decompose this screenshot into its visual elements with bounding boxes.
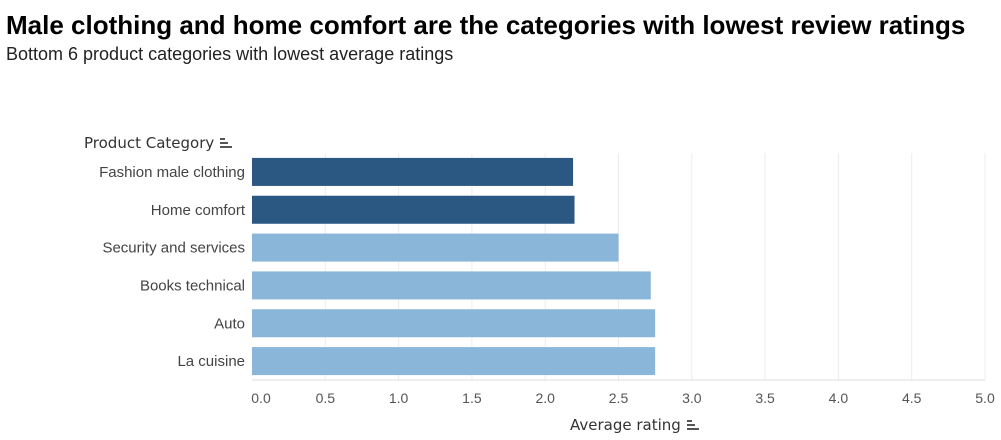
x-tick-label: 1.0 [389,390,409,406]
x-axis-header[interactable]: Average rating [570,416,699,434]
x-tick-label: 2.0 [535,390,555,406]
chart-subtitle: Bottom 6 product categories with lowest … [6,44,454,64]
x-tick-label: 3.5 [755,390,775,406]
bar[interactable] [252,271,651,300]
bar[interactable] [252,309,656,338]
x-tick-label: 0.0 [251,390,271,406]
x-tick-label: 4.5 [902,390,922,406]
category-label: Security and services [102,240,245,257]
x-tick-label: 1.5 [462,390,482,406]
x-tick-label: 3.0 [682,390,702,406]
category-label: Books technical [140,277,245,294]
bar[interactable] [252,233,619,262]
x-tick-label: 5.0 [975,390,995,406]
category-axis-header[interactable]: Product Category [84,134,233,152]
x-axis-label: Average rating [570,416,681,434]
category-label: Home comfort [151,202,246,219]
category-label: La cuisine [177,353,245,370]
chart-title: Male clothing and home comfort are the c… [6,10,966,40]
x-tick-label: 2.5 [609,390,629,406]
category-label: Fashion male clothing [99,164,245,181]
category-label: Auto [214,315,245,332]
x-tick-label: 0.5 [316,390,336,406]
category-axis-label: Product Category [84,134,215,152]
bar[interactable] [252,195,575,224]
sort-icon[interactable] [686,419,699,431]
bar[interactable] [252,347,656,376]
bar[interactable] [252,157,574,186]
sort-icon[interactable] [220,137,233,149]
x-tick-label: 4.0 [829,390,849,406]
